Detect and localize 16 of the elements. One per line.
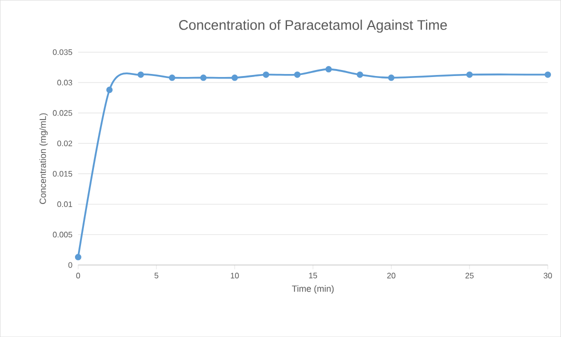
point [466,71,473,78]
point [74,254,82,260]
point [232,74,238,81]
point [168,74,176,81]
point [262,71,270,78]
point [106,86,113,93]
point [356,71,364,78]
point [544,71,551,78]
y-axis-title: Concentration (mg/mL) [39,113,48,204]
chart-title: Concentration of Paracetamol Against Time [179,20,447,33]
point [388,74,394,81]
point [200,74,207,81]
x-axis-title: Time (min) [292,285,334,294]
point [325,66,332,72]
point [294,71,301,78]
point [138,71,144,78]
